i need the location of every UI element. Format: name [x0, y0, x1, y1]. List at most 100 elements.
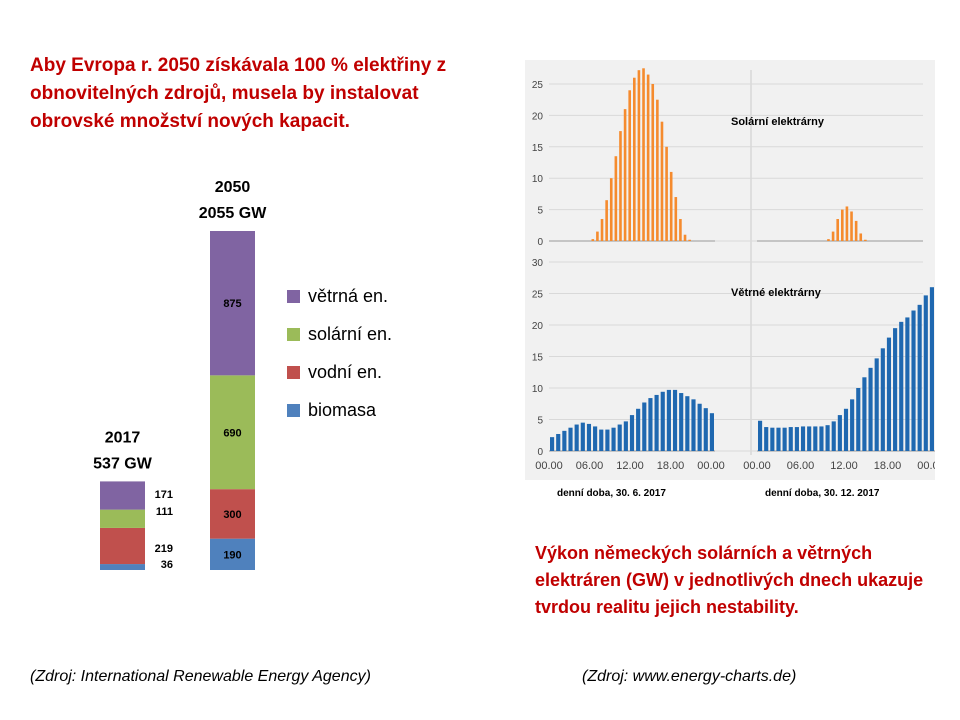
- x-tick-label: 06.00: [787, 460, 815, 472]
- hist-bar: [880, 348, 885, 451]
- hist-bar: [636, 408, 641, 451]
- category-total: 2055 GW: [199, 205, 267, 222]
- y-tick-label: 5: [537, 416, 543, 427]
- hist-bar: [923, 295, 928, 451]
- legend-swatch: [287, 366, 300, 379]
- hist-bar: [862, 377, 867, 451]
- hist-bar: [666, 389, 671, 451]
- legend-label: biomasa: [308, 400, 377, 420]
- x-tick-label: 18.00: [874, 460, 902, 472]
- hist-bar: [614, 156, 618, 241]
- stacked-capacity-chart: 2017 537 GW 2050 2055 GW 171 111 219 36 190 300 69…: [93, 179, 392, 571]
- value-label-2017: 219: [155, 543, 173, 555]
- hist-bar: [685, 396, 690, 451]
- legend-swatch: [287, 290, 300, 303]
- legend-label: vodní en.: [308, 362, 382, 382]
- source-right: (Zdroj: www.energy-charts.de): [582, 668, 797, 685]
- hist-bar: [825, 425, 830, 451]
- y-tick-label: 5: [537, 206, 543, 217]
- hist-bar: [758, 420, 763, 451]
- legend-swatch: [287, 404, 300, 417]
- value-label-2050: 875: [223, 298, 241, 310]
- hist-bar: [580, 422, 585, 451]
- hist-bar: [593, 426, 598, 451]
- source-left: (Zdroj: International Renewable Energy A…: [30, 668, 371, 685]
- hist-bar: [660, 391, 665, 451]
- hist-bar: [609, 178, 613, 241]
- hist-bar: [556, 433, 561, 451]
- y-tick-label: 15: [532, 353, 544, 364]
- category-label: 2017: [105, 429, 141, 446]
- y-tick-label: 30: [532, 258, 544, 269]
- hist-bar: [697, 403, 702, 451]
- histogram-title: Větrné elektrárny: [731, 287, 822, 299]
- hist-bar: [646, 74, 650, 241]
- hist-bar: [623, 109, 627, 241]
- x-tick-label: 18.00: [657, 460, 685, 472]
- value-label-2050: 300: [223, 509, 241, 521]
- hist-bar: [794, 427, 799, 451]
- x-tick-label: 00.00: [917, 460, 935, 472]
- y-tick-label: 10: [532, 384, 544, 395]
- y-tick-label: 20: [532, 321, 544, 332]
- hist-bar: [874, 358, 879, 451]
- bar-2050-0: [210, 538, 255, 570]
- hist-bar: [831, 421, 836, 451]
- hist-bar: [654, 394, 659, 451]
- hist-bar: [843, 408, 849, 451]
- hist-bar: [672, 389, 678, 451]
- hist-bar: [637, 70, 641, 242]
- legend: větrná en. solární en. vodní en. biomasa: [287, 286, 392, 420]
- hist-bar: [886, 337, 892, 451]
- hist-bar: [674, 197, 678, 241]
- hist-bar: [611, 427, 616, 451]
- hist-bar: [691, 399, 696, 451]
- hist-bar: [868, 367, 873, 451]
- y-tick-label: 15: [532, 143, 544, 154]
- hist-bar: [660, 121, 664, 241]
- hist-bar: [854, 220, 858, 241]
- hist-bar: [568, 427, 573, 451]
- hist-bar: [683, 234, 687, 241]
- bar-2050-2: [210, 375, 255, 490]
- x-caption-winter: denní doba, 30. 12. 2017: [765, 488, 880, 499]
- hist-bar: [642, 402, 647, 451]
- x-tick-label: 06.00: [576, 460, 604, 472]
- legend-swatch: [287, 328, 300, 341]
- hist-bar: [633, 77, 636, 241]
- legend-label: větrná en.: [308, 286, 388, 306]
- hist-bar: [929, 287, 934, 451]
- hist-bar: [656, 99, 659, 241]
- hist-bar: [807, 426, 812, 451]
- bar-2017-3: [100, 481, 145, 510]
- value-label-2050: 190: [223, 549, 241, 561]
- hist-bar: [599, 429, 604, 451]
- hist-bar: [709, 413, 714, 451]
- hist-bar: [648, 398, 653, 451]
- hist-bar: [586, 423, 592, 451]
- value-label-2017: 111: [156, 506, 173, 518]
- hist-bar: [591, 239, 595, 241]
- y-tick-label: 0: [537, 447, 543, 458]
- hist-bar: [679, 393, 684, 451]
- hist-bar: [600, 219, 604, 241]
- y-tick-label: 0: [537, 237, 543, 248]
- hist-bar: [688, 239, 691, 241]
- histograms: 0 5 10 15 20 25 Solární elektrárny 0 5 10 15 20 25 30…: [532, 68, 945, 472]
- hist-bar: [776, 427, 781, 451]
- hist-bar: [550, 437, 555, 451]
- x-tick-label: 12.00: [616, 460, 644, 472]
- hist-bar: [782, 427, 787, 451]
- hist-bar: [703, 408, 708, 451]
- hist-bar: [905, 317, 910, 451]
- hist-bar: [642, 68, 645, 241]
- hist-bar: [788, 427, 793, 451]
- hist-bar: [628, 90, 631, 241]
- hist-bar: [836, 219, 839, 241]
- x-caption-summer: denní doba, 30. 6. 2017: [557, 488, 666, 499]
- histogram-svg: 0 5 10 15 20 25 Solární elektrárny 0 5 10 15 20 25 30…: [532, 68, 945, 472]
- hist-bar: [859, 233, 863, 241]
- hist-bar: [850, 211, 853, 241]
- hist-bar: [911, 310, 916, 451]
- histogram-title: Solární elektrárny: [731, 116, 825, 128]
